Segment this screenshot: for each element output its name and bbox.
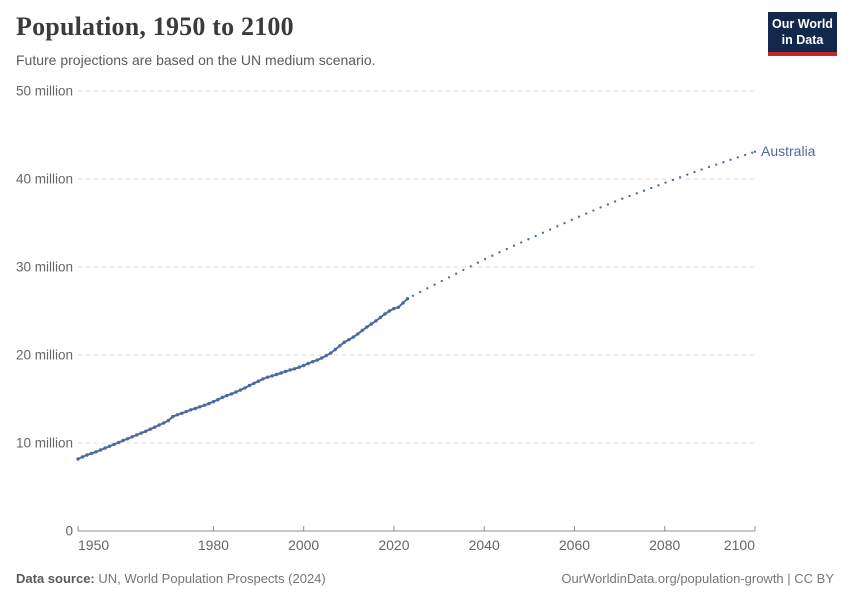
svg-text:2080: 2080 xyxy=(649,537,680,553)
y-axis-labels: 0 10 million 20 million 30 million 40 millio… xyxy=(16,84,73,539)
page-title: Population, 1950 to 2100 xyxy=(16,12,294,41)
svg-text:1980: 1980 xyxy=(198,537,229,553)
svg-text:2060: 2060 xyxy=(559,537,590,553)
chart-footer: Data source: UN, World Population Prospe… xyxy=(16,571,834,586)
x-axis-labels: 1950 1980 2000 2020 2040 2060 2080 2100 xyxy=(78,537,755,553)
chart-subtitle: Future projections are based on the UN m… xyxy=(16,52,376,68)
history-line[interactable] xyxy=(76,297,410,461)
data-source-value: UN, World Population Prospects (2024) xyxy=(94,571,326,586)
data-source-label: Data source: xyxy=(16,571,95,586)
svg-text:40 million: 40 million xyxy=(16,172,73,187)
svg-text:30 million: 30 million xyxy=(16,260,73,275)
svg-text:2040: 2040 xyxy=(469,537,500,553)
credit-link[interactable]: OurWorldinData.org/population-growth | C… xyxy=(561,571,834,586)
x-axis xyxy=(77,526,756,532)
entity-label[interactable]: Australia xyxy=(761,143,816,159)
y-gridlines xyxy=(78,90,755,444)
svg-text:2100: 2100 xyxy=(724,537,755,553)
owid-logo-line2: in Data xyxy=(781,33,824,48)
projection-dots[interactable] xyxy=(411,150,757,297)
data-source: Data source: UN, World Population Prospe… xyxy=(16,571,326,586)
svg-text:20 million: 20 million xyxy=(16,348,73,363)
svg-text:10 million: 10 million xyxy=(16,436,73,451)
svg-text:50 million: 50 million xyxy=(16,84,73,99)
owid-logo[interactable]: Our World in Data xyxy=(768,12,837,56)
svg-text:2020: 2020 xyxy=(378,537,409,553)
svg-text:0: 0 xyxy=(65,524,73,539)
svg-text:1950: 1950 xyxy=(78,537,109,553)
owid-logo-line1: Our World xyxy=(772,17,833,31)
svg-text:2000: 2000 xyxy=(288,537,319,553)
